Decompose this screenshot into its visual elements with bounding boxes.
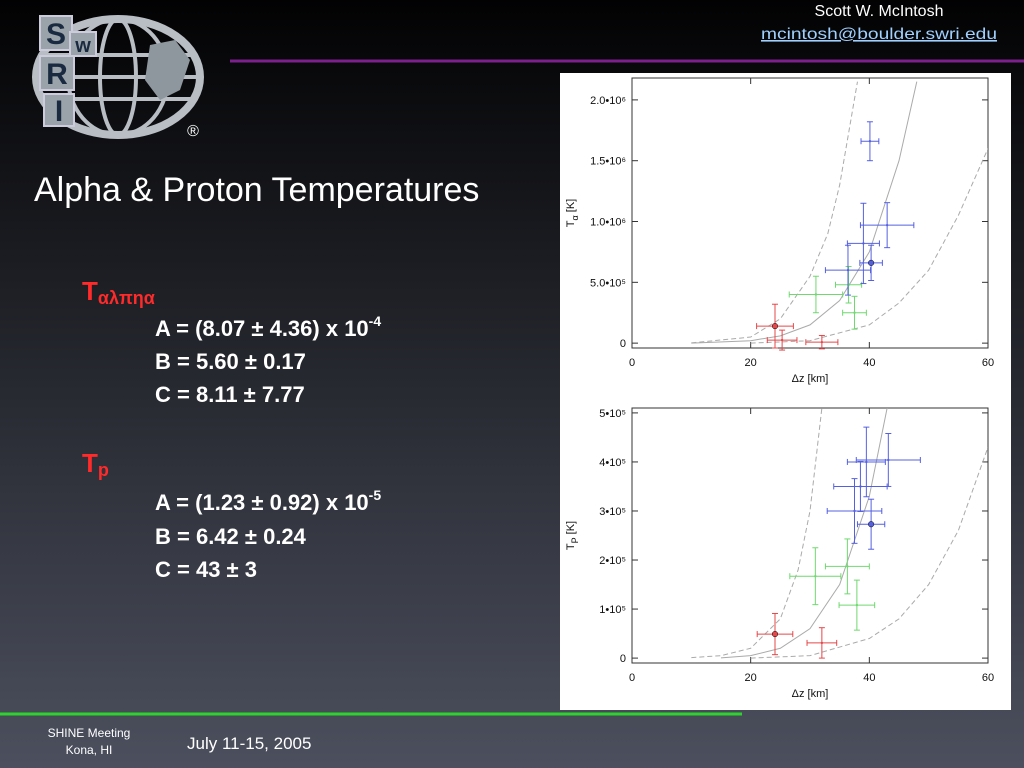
data-point <box>853 509 856 513</box>
x-tick-label: 20 <box>745 672 757 684</box>
proton-c: C = 43 ± 3 <box>155 557 257 582</box>
data-point <box>859 485 862 488</box>
y-tick-label: 5.0•10⁵ <box>590 277 626 289</box>
x-tick-label: 60 <box>982 672 994 684</box>
x-tick-label: 20 <box>745 357 757 369</box>
author: Scott W. McIntosh <box>815 3 944 20</box>
figure-panel <box>560 73 1011 710</box>
proton-a: A = (1.23 ± 0.92) x 10-5 <box>155 487 381 515</box>
y-label-main: T <box>565 220 577 227</box>
x-tick-label: 40 <box>863 672 875 684</box>
logo-letter: R <box>46 58 68 91</box>
data-point <box>820 340 824 344</box>
model-curve <box>691 81 858 344</box>
x-tick-label: 0 <box>629 672 635 684</box>
data-point <box>868 140 872 143</box>
data-point <box>780 338 784 342</box>
alpha-c: C = 8.11 ± 7.77 <box>155 382 305 407</box>
y-label-sub: α <box>570 215 580 220</box>
email[interactable]: mcintosh@boulder.swri.edu <box>761 26 997 43</box>
alpha-b: B = 5.60 ± 0.17 <box>155 349 306 374</box>
y-label-sub: P <box>570 537 580 543</box>
data-point <box>814 293 818 296</box>
y-tick-label: 0 <box>620 338 626 350</box>
registered-mark: ® <box>187 123 199 140</box>
y-tick-label: 5•10⁵ <box>599 408 626 420</box>
data-point <box>868 259 875 266</box>
meeting: SHINE Meeting <box>48 726 131 740</box>
logo: S w R I ® <box>32 15 204 140</box>
data-point <box>814 575 817 578</box>
y-tick-label: 3•10⁵ <box>599 506 626 518</box>
y-tick-label: 1.0•10⁶ <box>590 217 626 229</box>
data-point <box>855 603 859 607</box>
logo-letter: w <box>74 35 91 57</box>
data-point <box>846 565 849 568</box>
y-tick-label: 4•10⁵ <box>599 457 626 469</box>
y-label-main: T <box>565 543 577 550</box>
y-axis-label: TP [K] <box>565 521 580 550</box>
alpha-a: A = (8.07 ± 4.36) x 10-4 <box>155 313 381 341</box>
data-point <box>771 323 779 330</box>
plot-frame <box>631 77 989 349</box>
place: Kona, HI <box>66 743 113 757</box>
model-curve <box>691 81 918 344</box>
y-tick-label: 2.0•10⁶ <box>590 95 626 107</box>
x-tick-label: 0 <box>629 357 635 369</box>
data-point <box>887 458 890 462</box>
x-axis-label: Δz [km] <box>792 373 829 385</box>
y-tick-label: 1.5•10⁶ <box>590 156 626 168</box>
x-axis-label: Δz [km] <box>792 688 829 700</box>
x-tick-label: 60 <box>982 357 994 369</box>
slide-title: Alpha & Proton Temperatures <box>34 171 479 209</box>
data-point <box>868 521 875 528</box>
charts: 0 5.0•10⁵ 1.0•10⁶ 1.5•10⁶ 2.0•10⁶ 0 20 40 60 Δz [… <box>565 77 994 700</box>
data-point <box>771 631 779 638</box>
data-point <box>862 242 865 245</box>
date: July 11-15, 2005 <box>187 734 311 753</box>
y-axis-label: Tα [K] <box>565 199 580 227</box>
logo-letter: S <box>46 18 66 51</box>
data-point <box>820 641 824 645</box>
y-tick-label: 0 <box>620 653 626 665</box>
alpha-symbol: Tαλπηα <box>82 276 155 308</box>
y-tick-label: 1•10⁵ <box>599 604 626 616</box>
logo-letter: I <box>55 95 63 128</box>
data-point <box>865 460 868 464</box>
data-point <box>885 223 889 227</box>
y-tick-label: 2•10⁵ <box>599 555 626 567</box>
model-curve <box>750 148 988 344</box>
data-point <box>846 268 850 272</box>
model-curve <box>750 447 988 659</box>
proton-b: B = 6.42 ± 0.24 <box>155 524 307 549</box>
data-point <box>853 311 856 314</box>
y-label-unit: [K] <box>565 199 577 216</box>
y-label-unit: [K] <box>565 521 577 538</box>
curves <box>691 81 988 344</box>
x-tick-label: 40 <box>863 357 875 369</box>
plot-frame <box>631 407 989 664</box>
proton-symbol: Tp <box>82 448 109 480</box>
